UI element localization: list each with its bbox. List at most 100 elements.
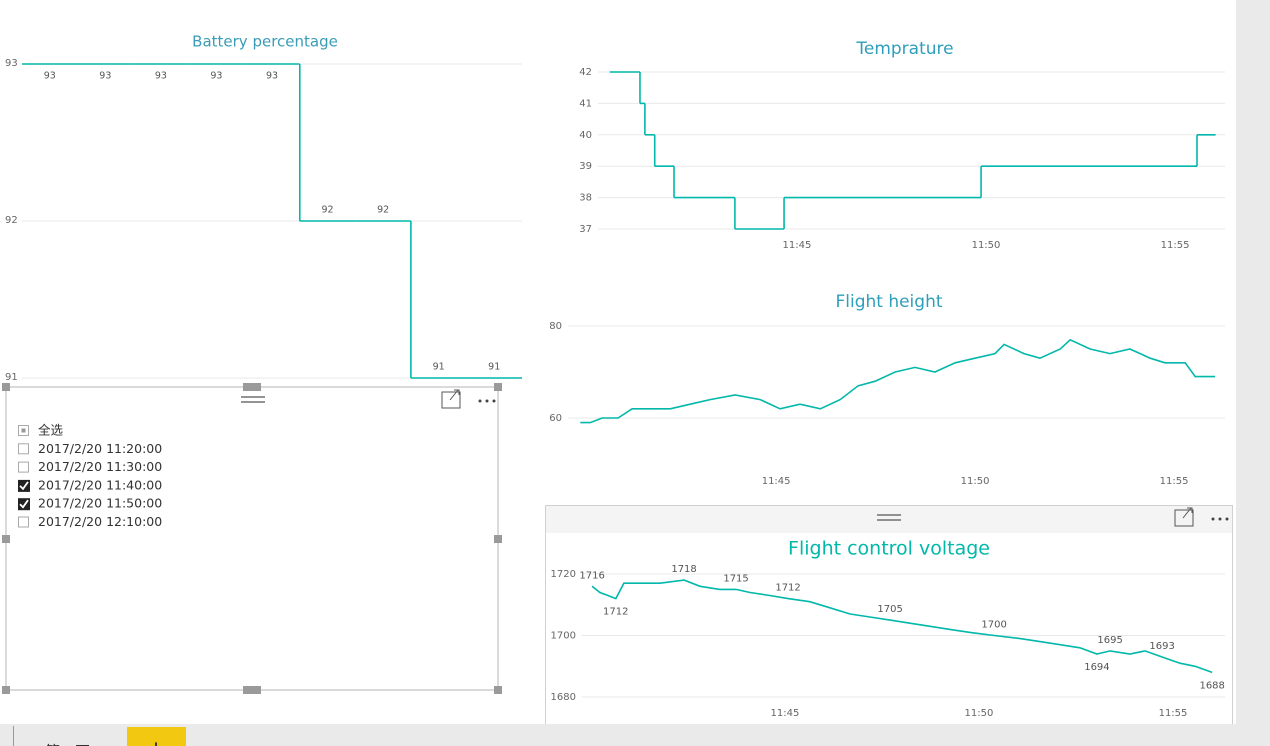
focus-mode-icon-arrow[interactable] [449, 389, 460, 401]
tab-bar [0, 724, 1270, 746]
y-tick-label: 91 [5, 372, 18, 383]
x-tick-label: 11:50 [961, 476, 990, 487]
y-tick-label: 1680 [551, 692, 576, 703]
y-tick-label: 92 [5, 215, 18, 226]
data-label: 92 [322, 205, 334, 216]
data-label: 1695 [1097, 635, 1122, 646]
data-label: 1712 [603, 607, 628, 618]
more-options-dot[interactable] [1211, 517, 1215, 521]
slicer-item[interactable]: 2017/2/20 11:20:00 [18, 441, 163, 456]
checkbox[interactable] [18, 498, 30, 511]
checkbox[interactable] [18, 479, 30, 492]
resize-handle[interactable] [243, 383, 261, 391]
data-label: 93 [44, 71, 56, 82]
add-page-button[interactable] [127, 727, 186, 746]
slicer-item-label: 2017/2/20 12:10:00 [38, 514, 162, 529]
data-label: 1712 [775, 583, 800, 594]
more-options-dot[interactable] [1225, 517, 1229, 521]
data-label: 91 [433, 362, 445, 373]
series-line [591, 579, 1213, 674]
charts: Battery percentage 91 92 93 93 93 93 93 93 92 92 91… [2, 33, 1233, 725]
chart-title: Battery percentage [192, 33, 338, 51]
y-tick-label: 37 [579, 224, 592, 235]
data-label: 91 [488, 362, 500, 373]
data-label: 93 [266, 71, 278, 82]
chart-title: Temprature [855, 39, 953, 59]
chart: Battery percentage 91 92 93 93 93 93 93 93 92 92 91… [5, 33, 522, 383]
y-tick-label: 1720 [551, 569, 576, 580]
y-tick-label: 60 [549, 413, 562, 424]
visual-panel: Flight control voltage 1680 1700 1720 11:45 1… [545, 505, 1233, 725]
scrollbar-track [1236, 0, 1270, 724]
slicer-item[interactable]: 2017/2/20 11:50:00 [18, 496, 162, 511]
y-tick-label: 1700 [551, 631, 576, 642]
checkbox-partial [21, 428, 26, 433]
x-tick-label: 11:55 [1160, 476, 1189, 487]
chart-title: Flight control voltage [788, 538, 990, 560]
page-tabs: 第一页 + [0, 724, 1270, 746]
slicer-item[interactable]: 2017/2/20 11:30:00 [18, 459, 163, 474]
y-tick-label: 40 [579, 130, 592, 141]
y-tick-label: 41 [579, 98, 592, 109]
page-tab[interactable]: 第一页 [45, 743, 90, 746]
slicer-item-label: 2017/2/20 11:20:00 [38, 441, 162, 456]
add-page-label[interactable]: + [149, 738, 162, 746]
slicer-item[interactable]: 全选 [18, 423, 64, 438]
slicer-item-label: 全选 [38, 423, 64, 438]
x-tick-label: 11:45 [783, 240, 812, 251]
y-tick-label: 93 [5, 58, 18, 69]
data-label: 1693 [1149, 641, 1174, 652]
checkbox[interactable] [18, 516, 29, 528]
y-tick-label: 42 [579, 67, 592, 78]
slicer-item[interactable]: 2017/2/20 11:40:00 [18, 477, 162, 492]
chart: Flight control voltage 1680 1700 1720 11:45 1… [551, 538, 1225, 719]
checkmark [19, 481, 29, 491]
resize-handle[interactable] [494, 383, 502, 391]
series-line [580, 338, 1216, 424]
more-options-dot[interactable] [492, 399, 496, 403]
data-label: 93 [99, 71, 111, 82]
data-label: 1718 [671, 564, 696, 575]
slicer-item[interactable]: 2017/2/20 12:10:00 [18, 514, 163, 529]
data-label: 1716 [579, 570, 604, 581]
visual-frame [545, 505, 1233, 725]
resize-handle[interactable] [2, 686, 10, 694]
x-tick-label: 11:45 [762, 476, 791, 487]
data-label: 92 [377, 205, 389, 216]
more-options-dot[interactable] [485, 399, 489, 403]
chart-title: Flight height [835, 292, 942, 312]
checkbox[interactable] [18, 443, 29, 455]
more-options-dot[interactable] [1218, 517, 1222, 521]
data-label: 1694 [1084, 662, 1109, 673]
data-label: 1715 [723, 573, 748, 584]
data-label: 93 [155, 71, 167, 82]
resize-handle[interactable] [243, 686, 261, 694]
resize-handle[interactable] [2, 383, 10, 391]
chart: Flight height 60 80 11:45 11:50 11:55 [549, 292, 1225, 487]
focus-mode-icon[interactable] [1174, 509, 1194, 527]
resize-handle[interactable] [494, 686, 502, 694]
y-tick-label: 80 [549, 321, 562, 332]
data-label: 1705 [877, 604, 902, 615]
slicer-item-label: 2017/2/20 11:30:00 [38, 459, 162, 474]
slicer-panel: 全选 2017/2/20 11:20:00 2017/2/20 11:30:00 20… [2, 383, 502, 694]
x-tick-label: 11:45 [771, 708, 800, 719]
resize-handle[interactable] [494, 535, 502, 543]
data-label: 1700 [981, 620, 1006, 631]
slicer-item-label: 2017/2/20 11:50:00 [38, 496, 162, 511]
focus-mode-icon[interactable] [441, 391, 461, 409]
data-label: 1688 [1199, 680, 1224, 691]
x-tick-label: 11:50 [965, 708, 994, 719]
x-tick-label: 11:55 [1161, 240, 1190, 251]
y-tick-label: 38 [579, 193, 592, 204]
more-options-dot[interactable] [478, 399, 482, 403]
chart: Temprature 37 38 39 40 41 42 11:45 11:50 11:55 [579, 39, 1225, 251]
checkmark [19, 499, 29, 509]
data-label: 93 [210, 71, 222, 82]
focus-mode-icon-arrow[interactable] [1182, 507, 1193, 519]
resize-handle[interactable] [2, 535, 10, 543]
slicer-frame [5, 386, 499, 691]
slicer-item-label: 2017/2/20 11:40:00 [38, 477, 162, 492]
checkbox[interactable] [18, 461, 29, 473]
